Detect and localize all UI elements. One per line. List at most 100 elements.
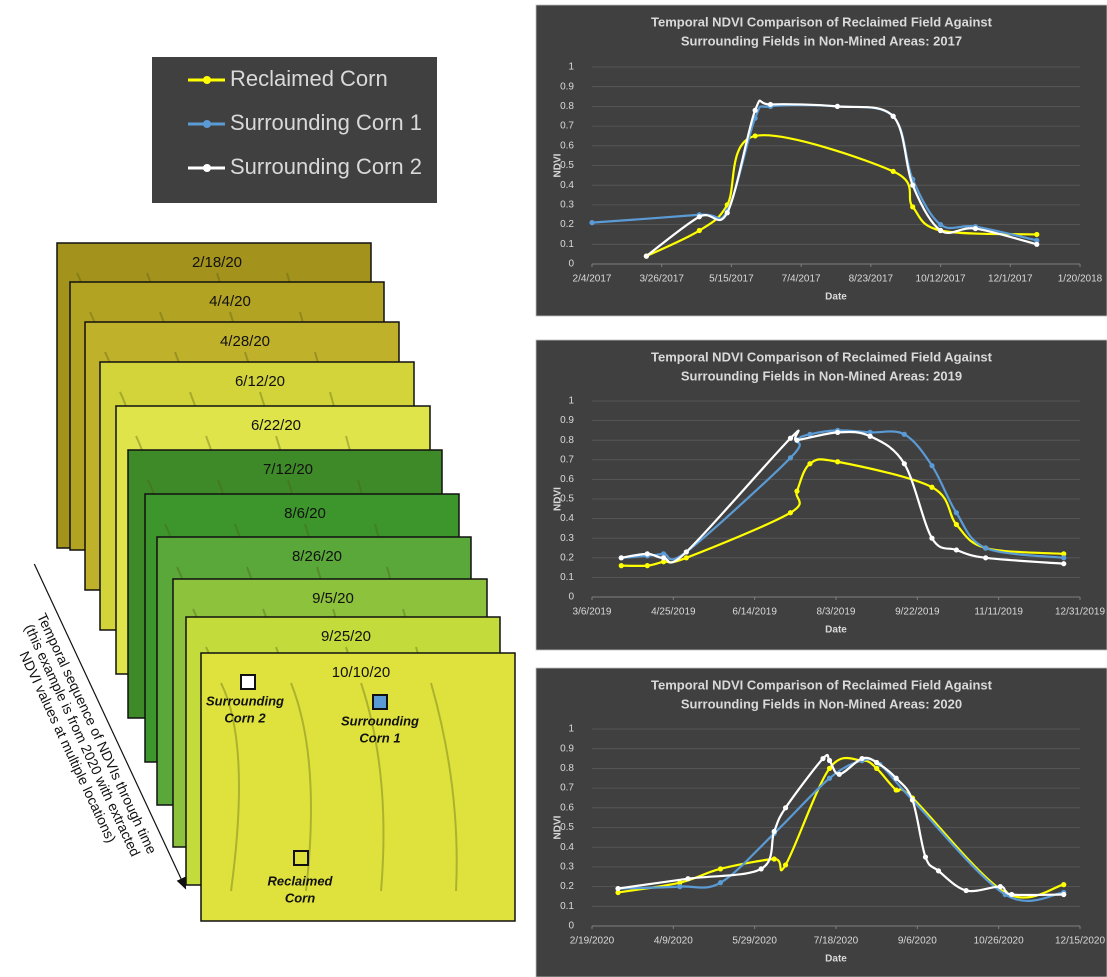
y-tick-label: 0.8 bbox=[560, 763, 574, 774]
charts: Temporal NDVI Comparison of Reclaimed Fi… bbox=[535, 4, 1107, 977]
y-tick-label: 0.4 bbox=[560, 513, 574, 524]
data-point bbox=[787, 455, 794, 461]
ndvi-image bbox=[200, 652, 516, 922]
x-tick-label: 7/18/2020 bbox=[814, 936, 859, 947]
data-point bbox=[807, 461, 813, 467]
data-point bbox=[972, 225, 979, 232]
series-line bbox=[621, 429, 1064, 561]
data-point bbox=[696, 227, 702, 234]
data-point bbox=[724, 210, 730, 216]
data-point bbox=[1034, 241, 1040, 247]
image-date: 4/28/20 bbox=[220, 333, 270, 350]
legend-marker bbox=[203, 120, 211, 128]
data-point bbox=[983, 555, 989, 561]
chart-title: Surrounding Fields in Non-Mined Areas: 2… bbox=[681, 368, 962, 383]
data-point bbox=[937, 227, 944, 234]
y-axis-label: NDVI bbox=[553, 815, 564, 839]
data-point bbox=[1061, 551, 1067, 557]
y-tick-label: 0.2 bbox=[560, 881, 574, 892]
image-date: 4/4/20 bbox=[209, 293, 251, 310]
y-tick-label: 0.6 bbox=[560, 140, 574, 151]
location-label: Surrounding bbox=[341, 713, 419, 728]
x-tick-label: 11/11/2019 bbox=[974, 607, 1023, 618]
data-point bbox=[826, 775, 833, 781]
x-tick-label: 5/15/2017 bbox=[709, 274, 754, 285]
y-axis-label: NDVI bbox=[553, 153, 564, 177]
data-point bbox=[937, 222, 944, 228]
data-point bbox=[782, 805, 789, 811]
y-tick-label: 1 bbox=[568, 396, 574, 407]
chart: Temporal NDVI Comparison of Reclaimed Fi… bbox=[535, 667, 1107, 977]
y-tick-label: 0.3 bbox=[560, 200, 574, 211]
image-date: 8/6/20 bbox=[284, 505, 326, 522]
data-point bbox=[922, 854, 929, 860]
data-point bbox=[836, 771, 842, 777]
data-point bbox=[910, 204, 916, 210]
data-point bbox=[589, 220, 595, 226]
y-tick-label: 1 bbox=[568, 62, 574, 73]
x-axis-label: Date bbox=[825, 625, 847, 636]
data-point bbox=[997, 884, 1003, 890]
data-point bbox=[615, 889, 621, 896]
data-point bbox=[696, 214, 702, 220]
y-tick-label: 0.1 bbox=[560, 572, 574, 583]
data-point bbox=[867, 429, 873, 435]
data-point bbox=[953, 547, 959, 553]
location-label: Corn 2 bbox=[224, 710, 266, 725]
chart-panel bbox=[535, 339, 1107, 651]
image-date: 6/12/20 bbox=[235, 373, 285, 390]
y-tick-label: 0 bbox=[568, 259, 574, 270]
x-tick-label: 7/4/2017 bbox=[782, 274, 821, 285]
x-tick-label: 9/22/2019 bbox=[895, 607, 940, 618]
image-date: 6/22/20 bbox=[251, 417, 301, 434]
x-tick-label: 2/4/2017 bbox=[573, 274, 612, 285]
data-point bbox=[685, 876, 691, 882]
data-point bbox=[835, 459, 841, 465]
data-point bbox=[835, 429, 841, 435]
data-point bbox=[820, 755, 826, 762]
location-marker bbox=[372, 694, 388, 710]
data-point bbox=[752, 107, 758, 113]
data-point bbox=[767, 101, 774, 108]
x-tick-label: 8/3/2019 bbox=[817, 607, 856, 618]
image-date: 9/5/20 bbox=[312, 590, 354, 607]
x-axis-label: Date bbox=[825, 292, 847, 303]
data-point bbox=[890, 168, 896, 175]
series-line bbox=[645, 99, 1038, 258]
x-tick-label: 8/23/2017 bbox=[849, 274, 894, 285]
field-texture bbox=[220, 682, 240, 892]
data-point bbox=[677, 880, 683, 886]
data-point bbox=[867, 433, 873, 439]
image-date: 2/18/20 bbox=[192, 254, 242, 271]
x-tick-label: 6/14/2019 bbox=[732, 607, 777, 618]
y-axis-label: NDVI bbox=[553, 487, 564, 511]
data-point bbox=[893, 787, 899, 793]
y-tick-label: 0.6 bbox=[560, 802, 574, 813]
data-point bbox=[683, 549, 689, 555]
data-point bbox=[963, 887, 969, 894]
data-point bbox=[787, 435, 794, 441]
data-point bbox=[893, 775, 899, 781]
y-tick-label: 0.5 bbox=[560, 160, 574, 171]
data-point bbox=[874, 759, 880, 766]
x-tick-label: 2/19/2020 bbox=[570, 936, 615, 947]
legend-label: Surrounding Corn 1 bbox=[230, 110, 422, 135]
chart-title: Surrounding Fields in Non-Mined Areas: 2… bbox=[681, 33, 962, 48]
data-point bbox=[1009, 891, 1015, 898]
y-tick-label: 0 bbox=[568, 921, 574, 932]
data-point bbox=[1034, 231, 1040, 238]
location-marker bbox=[293, 850, 309, 866]
data-point bbox=[953, 521, 959, 528]
x-tick-label: 12/1/2017 bbox=[988, 274, 1033, 285]
y-tick-label: 0.7 bbox=[560, 121, 574, 132]
data-point bbox=[929, 535, 935, 541]
y-tick-label: 0.9 bbox=[560, 743, 574, 754]
data-point bbox=[660, 555, 667, 561]
x-axis-label: Date bbox=[825, 954, 847, 965]
data-point bbox=[660, 559, 667, 565]
data-point bbox=[644, 551, 650, 557]
y-tick-label: 0.1 bbox=[560, 901, 574, 912]
chart: Temporal NDVI Comparison of Reclaimed Fi… bbox=[535, 4, 1107, 317]
y-tick-label: 0.9 bbox=[560, 81, 574, 92]
